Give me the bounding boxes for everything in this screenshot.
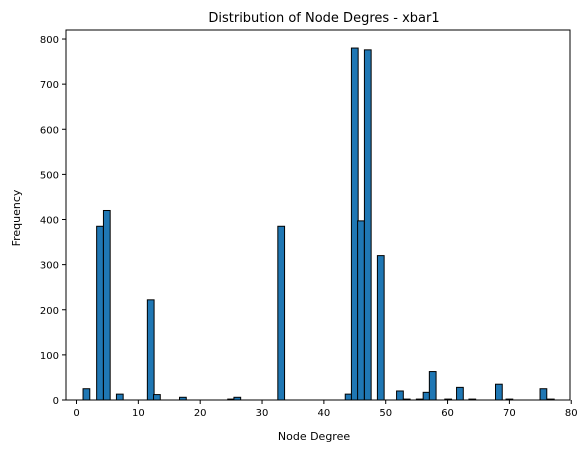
y-tick-label: 800 — [40, 35, 59, 46]
x-tick-label: 60 — [441, 408, 454, 419]
x-tick-label: 10 — [132, 408, 145, 419]
histogram-bar — [363, 49, 372, 401]
x-axis-label: Node Degree — [278, 430, 350, 443]
histogram-bar — [82, 388, 91, 401]
x-tick-label: 70 — [503, 408, 516, 419]
histogram-bar — [456, 386, 464, 401]
histogram-bar — [115, 393, 124, 401]
bars-group — [82, 47, 555, 401]
histogram-bar — [102, 209, 111, 401]
histogram-bar — [357, 220, 365, 401]
y-tick-label: 600 — [40, 125, 59, 136]
x-tick-label: 80 — [565, 408, 578, 419]
x-tick-label: 30 — [256, 408, 269, 419]
histogram-bar — [153, 394, 161, 401]
y-tick-label: 200 — [40, 306, 59, 317]
histogram-bar — [146, 299, 155, 401]
axes-frame — [65, 29, 571, 401]
y-tick-label: 100 — [40, 351, 59, 362]
histogram-bar — [376, 255, 385, 401]
y-tick-label: 400 — [40, 216, 59, 227]
x-tick-label: 0 — [73, 408, 79, 419]
chart-title: Distribution of Node Degres - xbar1 — [208, 11, 439, 26]
x-tick-label: 40 — [318, 408, 331, 419]
histogram-bar — [495, 383, 503, 401]
histogram-bar — [96, 225, 104, 401]
y-axis-ticks: 0 100 200 300 400 500 600 700 800 — [40, 35, 66, 407]
histogram-bar — [539, 388, 548, 401]
y-axis-label: Frequency — [10, 189, 23, 246]
histogram-bar — [396, 390, 404, 401]
y-tick-label: 300 — [40, 261, 59, 272]
y-tick-label: 500 — [40, 170, 59, 181]
y-tick-label: 0 — [53, 396, 59, 407]
x-tick-label: 20 — [194, 408, 207, 419]
y-tick-label: 700 — [40, 80, 59, 91]
histogram-bar — [277, 225, 286, 401]
histogram-bar — [428, 371, 437, 401]
x-axis-ticks: 0 10 20 30 40 50 60 70 80 — [73, 400, 578, 419]
x-tick-label: 50 — [379, 408, 392, 419]
